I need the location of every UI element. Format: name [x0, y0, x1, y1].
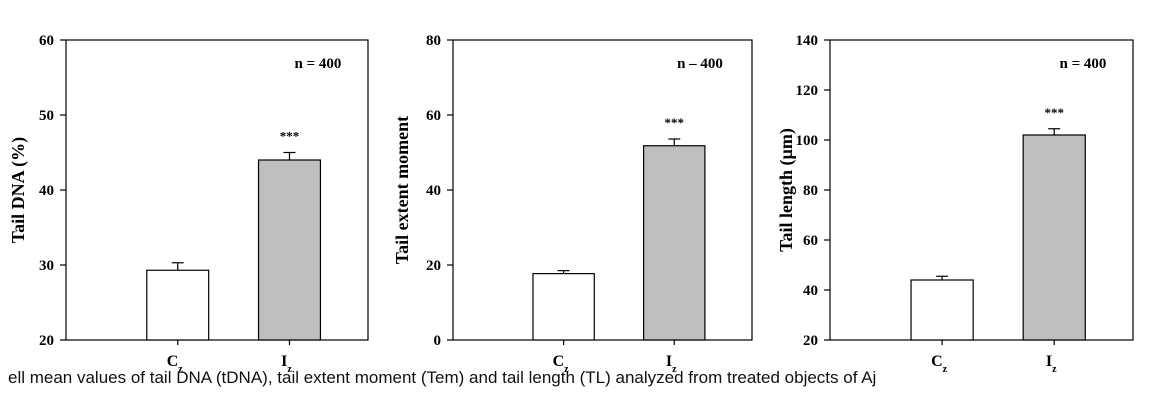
- y-tick-label: 100: [796, 133, 819, 149]
- y-tick-label: 60: [426, 108, 441, 124]
- chart-tail-dna: 20 30 40 50 60 Tail DNA (%) n = 400 Cz *** Iz: [8, 33, 369, 375]
- y-axis-label: Tail extent moment: [392, 116, 412, 264]
- bar: [532, 273, 595, 341]
- y-tick-label: 20: [803, 333, 818, 349]
- sample-size-annotation: n – 400: [677, 56, 723, 72]
- bar: [1022, 134, 1086, 341]
- y-tick-label: 60: [803, 233, 818, 249]
- plot-frame: [452, 39, 753, 341]
- y-tick-label: 140: [796, 33, 819, 49]
- significance-marker: ***: [665, 115, 685, 130]
- significance-marker: ***: [280, 129, 300, 144]
- x-tick-label: Cz: [931, 353, 948, 375]
- sample-size-annotation: n = 400: [295, 56, 342, 72]
- y-tick-label: 50: [39, 108, 54, 124]
- bar: [643, 145, 706, 341]
- y-tick-label: 120: [796, 83, 819, 99]
- bar: [257, 159, 322, 341]
- y-tick-label: 80: [426, 33, 441, 49]
- x-tick-label: Iz: [1046, 353, 1057, 375]
- y-tick-label: 20: [426, 258, 441, 274]
- y-tick-label: 40: [803, 283, 818, 299]
- y-axis-label: Tail DNA (%): [8, 137, 29, 243]
- y-tick-label: 60: [39, 33, 54, 49]
- figure-caption: ell mean values of tail DNA (tDNA), tail…: [8, 368, 877, 387]
- x-tick-label: Iz: [666, 353, 677, 375]
- plot-frame: [829, 39, 1134, 341]
- y-tick-label: 80: [803, 183, 818, 199]
- x-tick-label: Cz: [167, 353, 184, 375]
- significance-marker: ***: [1044, 105, 1064, 120]
- bar: [146, 269, 210, 341]
- y-tick-label: 0: [434, 333, 442, 349]
- y-tick-label: 40: [39, 183, 54, 199]
- plot-frame: [65, 39, 369, 341]
- chart-tail-extent-moment: 0 20 40 60 80 Tail extent moment n – 400 Cz *** I…: [392, 33, 753, 375]
- sample-size-annotation: n = 400: [1060, 56, 1107, 72]
- y-axis-label: Tail length (µm): [776, 128, 797, 252]
- y-tick-label: 20: [39, 333, 54, 349]
- chart-tail-length: 20 40 60 80 100 120 140 Tail length (µm) n = 400…: [776, 33, 1134, 375]
- x-tick-label: Cz: [553, 353, 570, 375]
- x-tick-label: Iz: [281, 353, 292, 375]
- bar: [910, 279, 974, 341]
- y-tick-label: 40: [426, 183, 441, 199]
- y-tick-label: 30: [39, 258, 54, 274]
